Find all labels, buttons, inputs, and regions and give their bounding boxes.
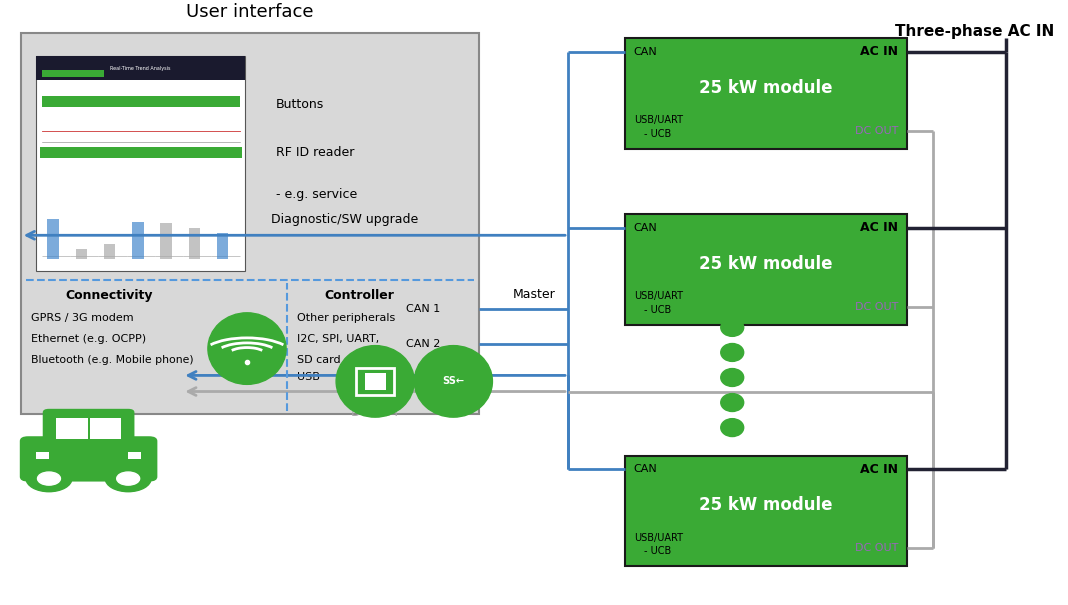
Text: - UCB: - UCB bbox=[644, 305, 672, 315]
Text: USB: USB bbox=[297, 373, 320, 382]
Ellipse shape bbox=[721, 394, 743, 411]
Text: 25 kW module: 25 kW module bbox=[700, 255, 833, 273]
Text: AC IN: AC IN bbox=[861, 45, 898, 58]
Text: - UCB: - UCB bbox=[644, 129, 672, 139]
FancyBboxPatch shape bbox=[217, 233, 229, 259]
Circle shape bbox=[116, 472, 140, 485]
FancyBboxPatch shape bbox=[625, 39, 907, 149]
FancyBboxPatch shape bbox=[36, 452, 49, 459]
Text: Connectivity: Connectivity bbox=[65, 289, 153, 302]
Text: Buttons: Buttons bbox=[277, 98, 325, 111]
Text: DC OUT: DC OUT bbox=[855, 543, 898, 554]
Text: User interface: User interface bbox=[187, 2, 314, 21]
FancyBboxPatch shape bbox=[160, 223, 172, 259]
Text: - UCB: - UCB bbox=[644, 546, 672, 557]
Text: Controller: Controller bbox=[325, 289, 394, 302]
Text: Bluetooth (e.g. Mobile phone): Bluetooth (e.g. Mobile phone) bbox=[31, 355, 194, 365]
Text: Ethernet (e.g. OCPP): Ethernet (e.g. OCPP) bbox=[31, 334, 146, 344]
Text: CAN: CAN bbox=[633, 47, 658, 57]
Text: CAN: CAN bbox=[633, 464, 658, 474]
FancyBboxPatch shape bbox=[20, 436, 157, 482]
Text: 25 kW module: 25 kW module bbox=[700, 79, 833, 97]
Ellipse shape bbox=[721, 344, 743, 361]
Ellipse shape bbox=[721, 318, 743, 336]
Text: DC OUT: DC OUT bbox=[350, 407, 399, 419]
Ellipse shape bbox=[721, 368, 743, 387]
Text: CAN 2: CAN 2 bbox=[356, 355, 394, 368]
FancyBboxPatch shape bbox=[365, 373, 386, 390]
FancyBboxPatch shape bbox=[132, 222, 143, 259]
FancyBboxPatch shape bbox=[21, 33, 480, 414]
FancyBboxPatch shape bbox=[128, 452, 141, 459]
FancyBboxPatch shape bbox=[47, 219, 59, 259]
Text: AC IN: AC IN bbox=[861, 463, 898, 476]
FancyBboxPatch shape bbox=[36, 56, 245, 271]
Ellipse shape bbox=[336, 345, 414, 417]
Circle shape bbox=[37, 472, 61, 485]
Text: CAN 1: CAN 1 bbox=[407, 304, 441, 313]
FancyBboxPatch shape bbox=[36, 56, 245, 80]
Text: Master: Master bbox=[513, 288, 555, 301]
Text: Three-phase AC IN: Three-phase AC IN bbox=[895, 24, 1054, 39]
Text: CAN 2: CAN 2 bbox=[407, 339, 441, 350]
FancyBboxPatch shape bbox=[104, 244, 115, 259]
Text: USB/UART: USB/UART bbox=[633, 532, 682, 543]
Text: DC OUT: DC OUT bbox=[855, 302, 898, 312]
Text: USB/UART: USB/UART bbox=[633, 115, 682, 125]
Text: USB/UART: USB/UART bbox=[633, 291, 682, 301]
Circle shape bbox=[106, 465, 151, 492]
Circle shape bbox=[26, 465, 72, 492]
Text: AC IN: AC IN bbox=[861, 221, 898, 234]
Ellipse shape bbox=[414, 345, 492, 417]
Text: Real-Time Trend Analysis: Real-Time Trend Analysis bbox=[110, 66, 171, 71]
FancyBboxPatch shape bbox=[57, 418, 88, 439]
FancyBboxPatch shape bbox=[189, 228, 200, 259]
Text: Other peripherals: Other peripherals bbox=[297, 313, 395, 323]
Text: SS←: SS← bbox=[442, 376, 465, 387]
Text: CAN: CAN bbox=[633, 223, 658, 232]
FancyBboxPatch shape bbox=[40, 147, 241, 158]
Text: 25 kW module: 25 kW module bbox=[700, 496, 833, 514]
FancyBboxPatch shape bbox=[625, 456, 907, 566]
FancyBboxPatch shape bbox=[76, 249, 87, 259]
FancyBboxPatch shape bbox=[625, 214, 907, 325]
Text: GPRS / 3G modem: GPRS / 3G modem bbox=[31, 313, 134, 323]
FancyBboxPatch shape bbox=[90, 418, 121, 439]
Text: RF ID reader: RF ID reader bbox=[277, 146, 355, 159]
FancyBboxPatch shape bbox=[42, 70, 105, 77]
Text: DC OUT: DC OUT bbox=[855, 126, 898, 136]
Ellipse shape bbox=[721, 419, 743, 437]
Text: Diagnostic/SW upgrade: Diagnostic/SW upgrade bbox=[271, 214, 419, 226]
FancyBboxPatch shape bbox=[43, 409, 135, 445]
Ellipse shape bbox=[208, 313, 286, 384]
Text: I2C, SPI, UART,: I2C, SPI, UART, bbox=[297, 334, 379, 344]
Text: - e.g. service: - e.g. service bbox=[277, 188, 358, 201]
FancyBboxPatch shape bbox=[42, 96, 239, 107]
Text: SD card: SD card bbox=[297, 355, 341, 365]
